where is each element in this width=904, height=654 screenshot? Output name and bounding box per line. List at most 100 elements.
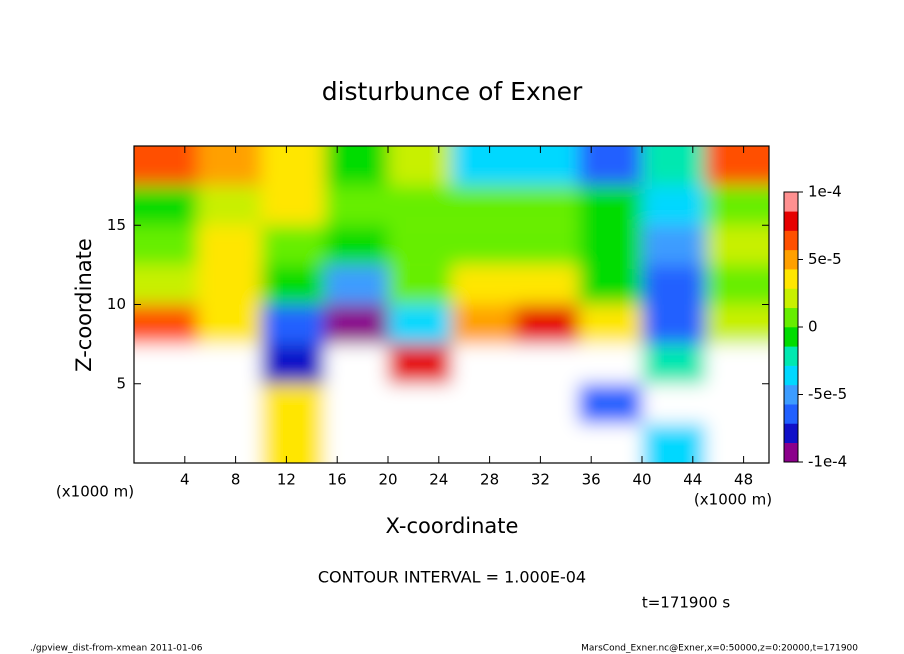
heatmap-cell [642, 304, 706, 345]
heatmap-cell [578, 185, 642, 226]
y-axis-label: Z-coordinate [72, 238, 96, 372]
heatmap-cell [578, 304, 642, 345]
footer-left: ./gpview_dist-from-xmean 2011-01-06 [30, 644, 203, 654]
footer-right: MarsCond_Exner.nc@Exner,x=0:50000,z=0:20… [581, 644, 858, 654]
heatmap-cell [134, 264, 198, 305]
heatmap-cell [388, 264, 452, 305]
heatmap-cell [642, 146, 706, 186]
colorbar-swatch [784, 365, 798, 386]
heatmap-cell [324, 383, 388, 424]
heatmap-cell [642, 225, 706, 265]
heatmap [134, 146, 769, 463]
colorbar-tick-label: 1e-4 [808, 183, 842, 201]
heatmap-cell [515, 423, 579, 463]
heatmap-cell [451, 264, 515, 305]
heatmap-cell [451, 146, 515, 186]
heatmap-cell [451, 344, 515, 384]
heatmap-cell [324, 304, 388, 345]
heatmap-cell [324, 185, 388, 226]
x-tick-label: 40 [632, 471, 651, 489]
heatmap-cell [515, 185, 579, 226]
colorbar-tick-label: -1e-4 [808, 453, 847, 471]
heatmap-cell [515, 383, 579, 424]
heatmap-cell [134, 185, 198, 226]
heatmap-cell [705, 264, 769, 305]
colorbar-swatch [784, 327, 798, 347]
heatmap-cell [261, 383, 325, 424]
colorbar-swatch [784, 384, 798, 405]
x-tick-label: 16 [328, 471, 347, 489]
heatmap-cell [261, 423, 325, 463]
heatmap-cell [261, 146, 325, 186]
colorbar-swatch [784, 288, 798, 309]
heatmap-cell [134, 383, 198, 424]
heatmap-cell [388, 423, 452, 463]
heatmap-cell [388, 383, 452, 424]
colorbar-swatch [784, 307, 798, 328]
x-tick-label: 28 [480, 471, 499, 489]
x-tick-label: 8 [231, 471, 241, 489]
x-tick-label: 48 [734, 471, 753, 489]
x-tick-label: 24 [429, 471, 448, 489]
heatmap-cell [388, 225, 452, 265]
heatmap-cell [261, 185, 325, 226]
y-tick-label: 5 [116, 374, 126, 392]
heatmap-cell [388, 344, 452, 384]
heatmap-cell [261, 225, 325, 265]
heatmap-cell [705, 225, 769, 265]
heatmap-cell [578, 225, 642, 265]
colorbar-swatch [784, 211, 798, 231]
heatmap-cell [578, 383, 642, 424]
heatmap-cell [197, 146, 261, 186]
heatmap-cell [515, 344, 579, 384]
colorbar-swatch [784, 346, 798, 366]
heatmap-cell [705, 344, 769, 384]
x-tick-label: 20 [378, 471, 397, 489]
heatmap-cell [515, 304, 579, 345]
heatmap-cell [388, 304, 452, 345]
heatmap-cell [134, 344, 198, 384]
heatmap-cell [197, 185, 261, 226]
colorbar-swatch [784, 404, 798, 424]
heatmap-cell [642, 185, 706, 226]
heatmap-cell [134, 423, 198, 463]
heatmap-cell [324, 225, 388, 265]
heatmap-cell [134, 225, 198, 265]
heatmap-cell [578, 344, 642, 384]
heatmap-cell [705, 383, 769, 424]
heatmap-cell [642, 264, 706, 305]
heatmap-cell [451, 383, 515, 424]
heatmap-cell [515, 225, 579, 265]
x-tick-label: 32 [531, 471, 550, 489]
heatmap-cell [515, 264, 579, 305]
heatmap-cell [642, 383, 706, 424]
heatmap-cell [451, 304, 515, 345]
colorbar-swatch [784, 442, 798, 463]
heatmap-cell [134, 304, 198, 345]
heatmap-cell [705, 423, 769, 463]
heatmap-cell [134, 146, 198, 186]
heatmap-cell [324, 344, 388, 384]
heatmap-cell [261, 264, 325, 305]
x-tick-label: 36 [582, 471, 601, 489]
heatmap-cell [388, 146, 452, 186]
heatmap-cell [451, 185, 515, 226]
heatmap-cell [642, 344, 706, 384]
heatmap-cell [197, 264, 261, 305]
time-note: t=171900 s [642, 594, 730, 612]
colorbar-swatch [784, 192, 798, 212]
x-tick-label: 12 [277, 471, 296, 489]
x-unit: (x1000 m) [694, 491, 772, 509]
y-tick-label: 15 [107, 216, 126, 234]
x-tick-label: 4 [180, 471, 190, 489]
heatmap-cell [197, 344, 261, 384]
heatmap-cell [578, 264, 642, 305]
colorbar-swatch [784, 249, 798, 270]
heatmap-cell [642, 423, 706, 463]
heatmap-cell [705, 146, 769, 186]
x-axis-label: X-coordinate [386, 514, 519, 538]
heatmap-cell [197, 225, 261, 265]
heatmap-cell [324, 146, 388, 186]
heatmap-cell [451, 225, 515, 265]
